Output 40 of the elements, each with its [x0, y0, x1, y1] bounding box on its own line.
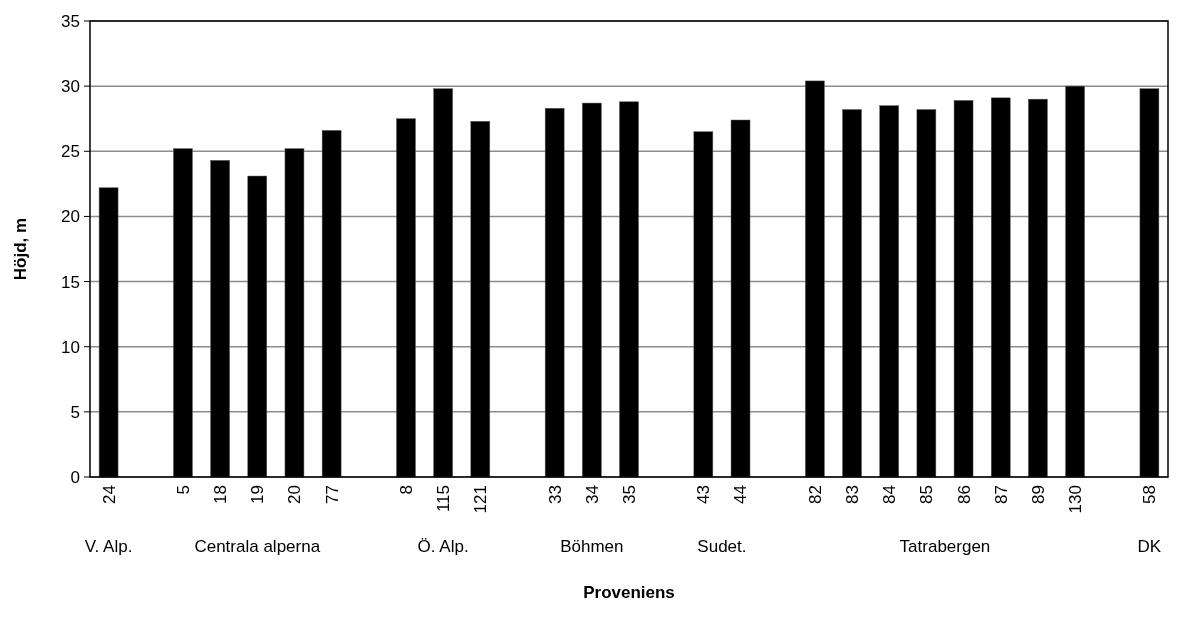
text: Centrala alperna — [194, 537, 321, 556]
x-tick-label: 86 — [954, 485, 974, 504]
x-tick-label: 89 — [1028, 485, 1048, 504]
y-tick-label: 30 — [61, 77, 80, 97]
x-tick-label: 85 — [917, 485, 937, 504]
x-tick-label: 83 — [842, 485, 862, 504]
x-tick-label: 43 — [694, 485, 714, 504]
x-tick-label: 33 — [545, 485, 565, 504]
x-tick-label: 24 — [99, 485, 119, 504]
text: Ö. Alp. — [417, 537, 469, 556]
y-tick-label: 35 — [61, 11, 80, 31]
y-axis-title: Höjd, m — [11, 217, 30, 281]
x-tick-label: 58 — [1140, 485, 1160, 504]
x-tick-label: 82 — [805, 485, 825, 504]
x-tick-label: 18 — [211, 485, 231, 504]
x-tick-label: 121 — [471, 485, 491, 514]
text: V. Alp. — [84, 537, 133, 556]
y-tick-label: 15 — [61, 272, 80, 292]
x-tick-label: 44 — [731, 485, 751, 504]
x-tick-label: 115 — [434, 485, 454, 513]
x-tick-label: 34 — [582, 485, 602, 504]
text: Böhmen — [560, 537, 624, 556]
x-tick-label: 8 — [396, 485, 416, 495]
x-axis-title: Proveniens — [583, 583, 675, 602]
x-tick-label: 87 — [991, 485, 1011, 504]
y-tick-label: 20 — [61, 207, 80, 227]
x-tick-label: 84 — [880, 485, 900, 504]
text: Tatrabergen — [899, 537, 991, 556]
y-tick-label: 0 — [70, 467, 80, 487]
x-tick-label: 130 — [1066, 485, 1086, 514]
x-tick-label: 35 — [619, 485, 639, 504]
text: Sudet. — [697, 537, 747, 556]
y-tick-label: 10 — [61, 337, 80, 357]
y-tick-label: 5 — [70, 402, 80, 422]
x-tick-label: 77 — [322, 485, 342, 504]
x-tick-label: 19 — [248, 485, 268, 504]
x-tick-label: 20 — [285, 485, 305, 504]
x-tick-label: 5 — [173, 485, 193, 495]
text: DK — [1137, 537, 1162, 556]
y-tick-label: 25 — [61, 142, 80, 162]
